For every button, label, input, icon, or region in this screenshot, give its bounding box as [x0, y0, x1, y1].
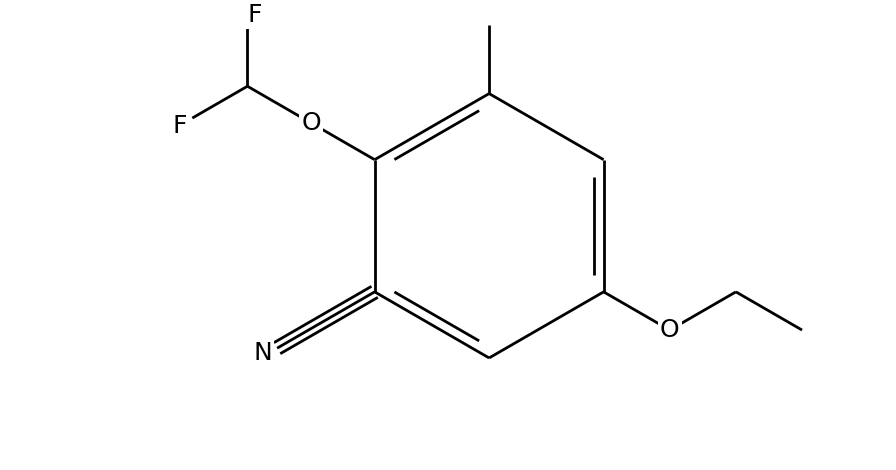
Text: O: O — [660, 318, 679, 342]
Text: N: N — [254, 341, 272, 365]
Text: F: F — [173, 114, 187, 138]
Text: O: O — [301, 111, 321, 135]
Text: F: F — [247, 3, 262, 27]
